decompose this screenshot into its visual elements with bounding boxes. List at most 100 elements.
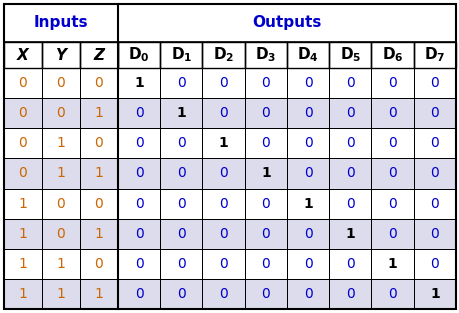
Bar: [4, 68, 42, 98]
Bar: [329, 188, 371, 218]
Bar: [4, 98, 42, 128]
Bar: [160, 158, 202, 188]
Text: 0: 0: [261, 76, 270, 90]
Text: X: X: [17, 48, 29, 63]
Bar: [244, 98, 286, 128]
Text: 0: 0: [56, 76, 65, 90]
Bar: [329, 158, 371, 188]
Text: 1: 1: [387, 257, 397, 271]
Bar: [118, 4, 455, 42]
Text: 0: 0: [387, 167, 396, 180]
Bar: [4, 4, 118, 42]
Bar: [42, 218, 80, 249]
Bar: [80, 249, 118, 279]
Bar: [4, 279, 42, 309]
Bar: [4, 158, 42, 188]
Bar: [329, 98, 371, 128]
Bar: [371, 128, 413, 158]
Bar: [286, 218, 329, 249]
Bar: [371, 68, 413, 98]
Text: $\mathbf{D_{0}}$: $\mathbf{D_{0}}$: [128, 46, 150, 64]
Bar: [42, 128, 80, 158]
Bar: [244, 128, 286, 158]
Bar: [202, 188, 244, 218]
Bar: [202, 188, 244, 218]
Bar: [286, 98, 329, 128]
Text: 0: 0: [219, 106, 228, 120]
Text: 0: 0: [261, 257, 270, 271]
Text: 0: 0: [177, 227, 185, 241]
Text: 1: 1: [56, 257, 65, 271]
Text: 0: 0: [219, 76, 228, 90]
Text: 0: 0: [261, 106, 270, 120]
Text: 0: 0: [303, 287, 312, 301]
Bar: [286, 128, 329, 158]
Text: 0: 0: [303, 136, 312, 150]
Text: 0: 0: [177, 197, 185, 211]
Bar: [202, 68, 244, 98]
Bar: [329, 68, 371, 98]
Bar: [118, 279, 160, 309]
Bar: [80, 188, 118, 218]
Text: 1: 1: [56, 287, 65, 301]
Bar: [244, 42, 286, 68]
Text: 0: 0: [18, 76, 28, 90]
Text: 1: 1: [260, 167, 270, 180]
Text: 0: 0: [345, 136, 354, 150]
Bar: [4, 249, 42, 279]
Text: 0: 0: [345, 76, 354, 90]
Bar: [42, 68, 80, 98]
Bar: [118, 188, 160, 218]
Bar: [80, 98, 118, 128]
Bar: [42, 98, 80, 128]
Bar: [118, 249, 160, 279]
Bar: [244, 249, 286, 279]
Text: 0: 0: [387, 197, 396, 211]
Text: 0: 0: [134, 106, 143, 120]
Bar: [413, 188, 455, 218]
Bar: [160, 128, 202, 158]
Bar: [286, 279, 329, 309]
Text: 0: 0: [303, 167, 312, 180]
Bar: [80, 98, 118, 128]
Bar: [4, 158, 42, 188]
Bar: [42, 42, 80, 68]
Text: 0: 0: [387, 227, 396, 241]
Text: 0: 0: [430, 136, 438, 150]
Bar: [329, 42, 371, 68]
Bar: [286, 249, 329, 279]
Bar: [413, 279, 455, 309]
Text: $\mathbf{D_{7}}$: $\mathbf{D_{7}}$: [423, 46, 445, 64]
Bar: [4, 68, 42, 98]
Text: 0: 0: [18, 136, 28, 150]
Bar: [4, 188, 42, 218]
Bar: [42, 188, 80, 218]
Bar: [160, 68, 202, 98]
Text: 0: 0: [345, 197, 354, 211]
Text: 1: 1: [18, 197, 28, 211]
Bar: [118, 128, 160, 158]
Text: $\mathbf{D_{2}}$: $\mathbf{D_{2}}$: [213, 46, 234, 64]
Bar: [42, 98, 80, 128]
Bar: [42, 249, 80, 279]
Bar: [80, 42, 118, 68]
Bar: [244, 218, 286, 249]
Text: 0: 0: [261, 197, 270, 211]
Bar: [80, 279, 118, 309]
Bar: [329, 249, 371, 279]
Text: 0: 0: [95, 136, 103, 150]
Bar: [286, 158, 329, 188]
Bar: [286, 128, 329, 158]
Bar: [160, 249, 202, 279]
Text: 0: 0: [345, 106, 354, 120]
Bar: [4, 128, 42, 158]
Bar: [329, 42, 371, 68]
Bar: [4, 4, 118, 42]
Bar: [160, 158, 202, 188]
Bar: [80, 279, 118, 309]
Text: 0: 0: [219, 227, 228, 241]
Text: 0: 0: [430, 76, 438, 90]
Text: 1: 1: [134, 76, 144, 90]
Text: 1: 1: [95, 106, 103, 120]
Bar: [118, 98, 160, 128]
